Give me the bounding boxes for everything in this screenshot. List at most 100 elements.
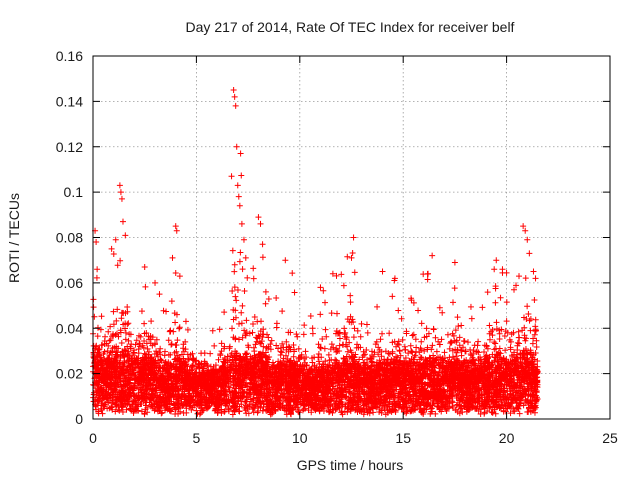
data-point xyxy=(374,303,381,310)
data-point xyxy=(328,341,335,348)
data-point xyxy=(265,334,272,341)
data-point xyxy=(279,340,286,347)
data-point xyxy=(110,308,117,315)
data-point xyxy=(351,325,358,332)
data-point xyxy=(148,318,155,325)
data-point xyxy=(452,327,459,334)
data-point xyxy=(251,348,258,355)
data-point xyxy=(250,320,257,327)
data-point xyxy=(502,347,509,354)
data-point xyxy=(119,409,126,416)
data-point xyxy=(363,321,370,328)
data-point xyxy=(367,355,374,362)
data-point xyxy=(232,293,239,300)
data-point xyxy=(122,232,129,239)
data-point xyxy=(242,254,249,261)
data-point xyxy=(338,271,345,278)
data-point xyxy=(241,288,248,295)
data-point xyxy=(376,409,383,416)
data-point xyxy=(225,383,232,390)
data-point xyxy=(273,295,280,302)
data-point xyxy=(287,329,294,336)
data-point xyxy=(122,325,129,332)
data-point xyxy=(168,340,175,347)
data-point xyxy=(176,325,183,332)
data-point xyxy=(526,317,533,324)
data-point xyxy=(169,254,176,261)
data-point xyxy=(530,335,537,342)
data-point xyxy=(249,402,256,409)
data-point xyxy=(290,353,297,360)
data-point xyxy=(182,318,189,325)
data-point xyxy=(409,332,416,339)
data-point xyxy=(449,330,456,337)
data-point xyxy=(231,284,238,291)
data-point xyxy=(172,270,179,277)
data-point xyxy=(418,320,425,327)
data-point xyxy=(364,329,371,336)
data-point xyxy=(125,337,132,344)
data-point xyxy=(91,382,98,389)
data-point xyxy=(328,310,335,317)
data-point xyxy=(484,407,491,414)
data-point xyxy=(484,289,491,296)
data-point xyxy=(418,338,425,345)
data-point xyxy=(141,320,148,327)
data-point xyxy=(407,342,414,349)
data-point xyxy=(318,354,325,361)
data-point xyxy=(453,349,460,356)
data-point xyxy=(268,337,275,344)
grid-lines xyxy=(93,56,610,419)
data-point xyxy=(358,320,365,327)
data-point xyxy=(156,291,163,298)
data-point xyxy=(479,304,486,311)
data-point xyxy=(376,347,383,354)
data-point xyxy=(283,338,290,345)
data-point xyxy=(531,297,538,304)
data-point xyxy=(142,283,149,290)
data-points xyxy=(90,87,541,418)
data-point xyxy=(93,274,100,281)
data-point xyxy=(497,294,504,301)
data-point xyxy=(347,292,354,299)
data-point xyxy=(289,270,296,277)
data-point xyxy=(492,285,499,292)
data-point xyxy=(492,340,499,347)
data-point xyxy=(138,308,145,315)
data-point xyxy=(522,275,529,282)
data-point xyxy=(507,338,514,345)
data-point xyxy=(94,333,101,340)
data-point xyxy=(315,341,322,348)
data-point xyxy=(354,327,361,334)
data-point xyxy=(279,308,286,315)
data-point xyxy=(255,332,262,339)
data-point xyxy=(518,379,525,386)
data-point xyxy=(439,309,446,316)
data-point xyxy=(217,350,224,357)
data-point xyxy=(259,254,266,261)
data-point xyxy=(106,337,113,344)
data-point xyxy=(451,285,458,292)
data-point xyxy=(515,328,522,335)
data-point xyxy=(421,347,428,354)
data-point xyxy=(262,288,269,295)
data-point xyxy=(115,406,122,413)
data-point xyxy=(397,352,404,359)
data-point xyxy=(166,328,173,335)
data-point xyxy=(110,321,117,328)
data-point xyxy=(278,349,285,356)
data-point xyxy=(336,347,343,354)
data-point xyxy=(238,309,245,316)
data-point xyxy=(153,336,160,343)
data-point xyxy=(90,304,97,311)
data-point xyxy=(236,320,243,327)
data-point xyxy=(241,398,248,405)
data-point xyxy=(253,338,260,345)
data-point xyxy=(244,274,251,281)
data-point xyxy=(102,333,109,340)
data-point xyxy=(118,315,125,322)
data-point xyxy=(503,318,510,325)
data-point xyxy=(441,349,448,356)
data-point xyxy=(377,336,384,343)
